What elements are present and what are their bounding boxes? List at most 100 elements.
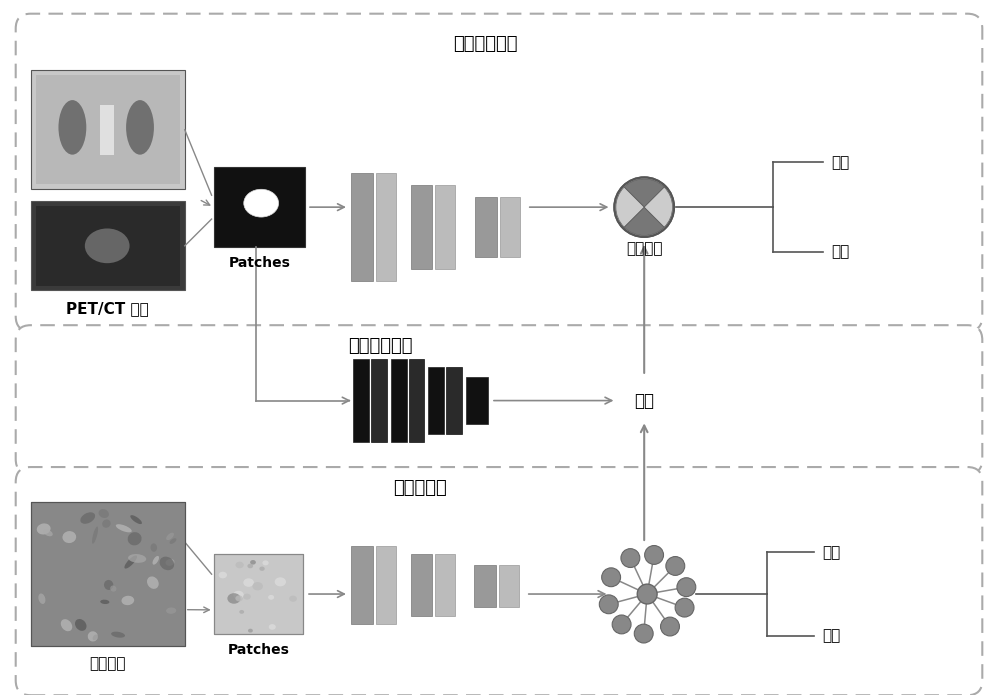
Ellipse shape bbox=[116, 524, 132, 533]
Ellipse shape bbox=[252, 582, 263, 591]
Ellipse shape bbox=[75, 619, 87, 631]
Bar bbox=[31, 502, 185, 646]
Ellipse shape bbox=[58, 100, 86, 155]
Bar bbox=[36, 206, 180, 285]
Ellipse shape bbox=[62, 531, 76, 543]
Bar bbox=[466, 377, 488, 424]
Bar bbox=[435, 185, 455, 269]
Text: Patches: Patches bbox=[227, 643, 289, 657]
Ellipse shape bbox=[151, 543, 157, 552]
Circle shape bbox=[675, 598, 694, 617]
Text: 鳞癌: 鳞癌 bbox=[831, 244, 849, 259]
Bar bbox=[214, 168, 305, 247]
Bar bbox=[376, 173, 396, 281]
Text: Patches: Patches bbox=[228, 255, 290, 269]
Ellipse shape bbox=[235, 562, 244, 568]
Ellipse shape bbox=[147, 577, 159, 589]
Ellipse shape bbox=[88, 631, 98, 641]
Bar bbox=[351, 173, 373, 281]
Bar bbox=[31, 70, 185, 189]
Circle shape bbox=[634, 624, 653, 643]
Circle shape bbox=[602, 568, 621, 587]
Ellipse shape bbox=[166, 607, 176, 614]
Bar bbox=[353, 359, 369, 443]
Text: 腺癌: 腺癌 bbox=[822, 545, 840, 560]
Ellipse shape bbox=[85, 228, 130, 263]
Wedge shape bbox=[616, 187, 644, 227]
Bar bbox=[31, 502, 185, 646]
Bar bbox=[371, 359, 387, 443]
Ellipse shape bbox=[244, 189, 279, 217]
Bar bbox=[100, 105, 114, 154]
Ellipse shape bbox=[93, 634, 98, 640]
Ellipse shape bbox=[130, 515, 142, 524]
Ellipse shape bbox=[289, 595, 297, 602]
Ellipse shape bbox=[239, 610, 244, 614]
Ellipse shape bbox=[160, 556, 174, 570]
FancyBboxPatch shape bbox=[16, 467, 982, 695]
Bar bbox=[214, 554, 303, 634]
Bar bbox=[499, 565, 519, 607]
Ellipse shape bbox=[121, 596, 134, 605]
Ellipse shape bbox=[233, 591, 244, 600]
Bar bbox=[411, 554, 432, 616]
Ellipse shape bbox=[111, 632, 125, 638]
Ellipse shape bbox=[102, 519, 111, 528]
Circle shape bbox=[677, 578, 696, 597]
Ellipse shape bbox=[227, 593, 241, 604]
Ellipse shape bbox=[104, 580, 113, 590]
Bar bbox=[391, 359, 407, 443]
Ellipse shape bbox=[38, 593, 45, 604]
Ellipse shape bbox=[275, 577, 286, 586]
Bar bbox=[475, 198, 497, 257]
Ellipse shape bbox=[128, 532, 142, 545]
Bar bbox=[351, 547, 373, 624]
Bar bbox=[446, 367, 462, 434]
FancyBboxPatch shape bbox=[16, 14, 982, 331]
Text: 鳞癌: 鳞癌 bbox=[822, 628, 840, 643]
Circle shape bbox=[599, 595, 618, 614]
Ellipse shape bbox=[100, 600, 109, 604]
Wedge shape bbox=[644, 187, 673, 227]
Text: 腺癌: 腺癌 bbox=[831, 155, 849, 170]
Text: 病理图像: 病理图像 bbox=[89, 656, 126, 671]
Text: PET/CT 影像: PET/CT 影像 bbox=[66, 301, 149, 315]
Ellipse shape bbox=[99, 509, 109, 518]
Ellipse shape bbox=[166, 533, 174, 540]
FancyBboxPatch shape bbox=[16, 325, 982, 474]
Ellipse shape bbox=[153, 556, 159, 565]
Bar bbox=[500, 198, 520, 257]
Ellipse shape bbox=[219, 572, 227, 579]
Bar bbox=[474, 565, 496, 607]
Circle shape bbox=[661, 617, 679, 636]
Text: 特征提取单元: 特征提取单元 bbox=[453, 36, 517, 54]
Ellipse shape bbox=[44, 530, 53, 536]
Circle shape bbox=[614, 177, 674, 237]
Ellipse shape bbox=[262, 560, 269, 565]
Bar bbox=[409, 359, 424, 443]
Wedge shape bbox=[624, 179, 664, 207]
Ellipse shape bbox=[61, 619, 72, 631]
Circle shape bbox=[612, 615, 631, 634]
Circle shape bbox=[637, 584, 657, 604]
Ellipse shape bbox=[268, 595, 274, 600]
Ellipse shape bbox=[269, 624, 276, 630]
Ellipse shape bbox=[124, 556, 137, 569]
Ellipse shape bbox=[248, 629, 253, 632]
Ellipse shape bbox=[259, 567, 265, 571]
Bar bbox=[428, 367, 444, 434]
Ellipse shape bbox=[243, 579, 254, 587]
Text: 特征拟合单元: 特征拟合单元 bbox=[348, 337, 413, 355]
Ellipse shape bbox=[170, 538, 176, 544]
Ellipse shape bbox=[247, 564, 253, 568]
Text: 特征: 特征 bbox=[634, 392, 654, 410]
Text: 特征提取器: 特征提取器 bbox=[394, 479, 447, 497]
Bar bbox=[214, 554, 303, 634]
Ellipse shape bbox=[165, 559, 174, 566]
Ellipse shape bbox=[80, 512, 95, 524]
Bar bbox=[376, 547, 396, 624]
Ellipse shape bbox=[110, 586, 116, 592]
Circle shape bbox=[645, 546, 664, 565]
Bar bbox=[36, 75, 180, 184]
Circle shape bbox=[666, 556, 685, 575]
